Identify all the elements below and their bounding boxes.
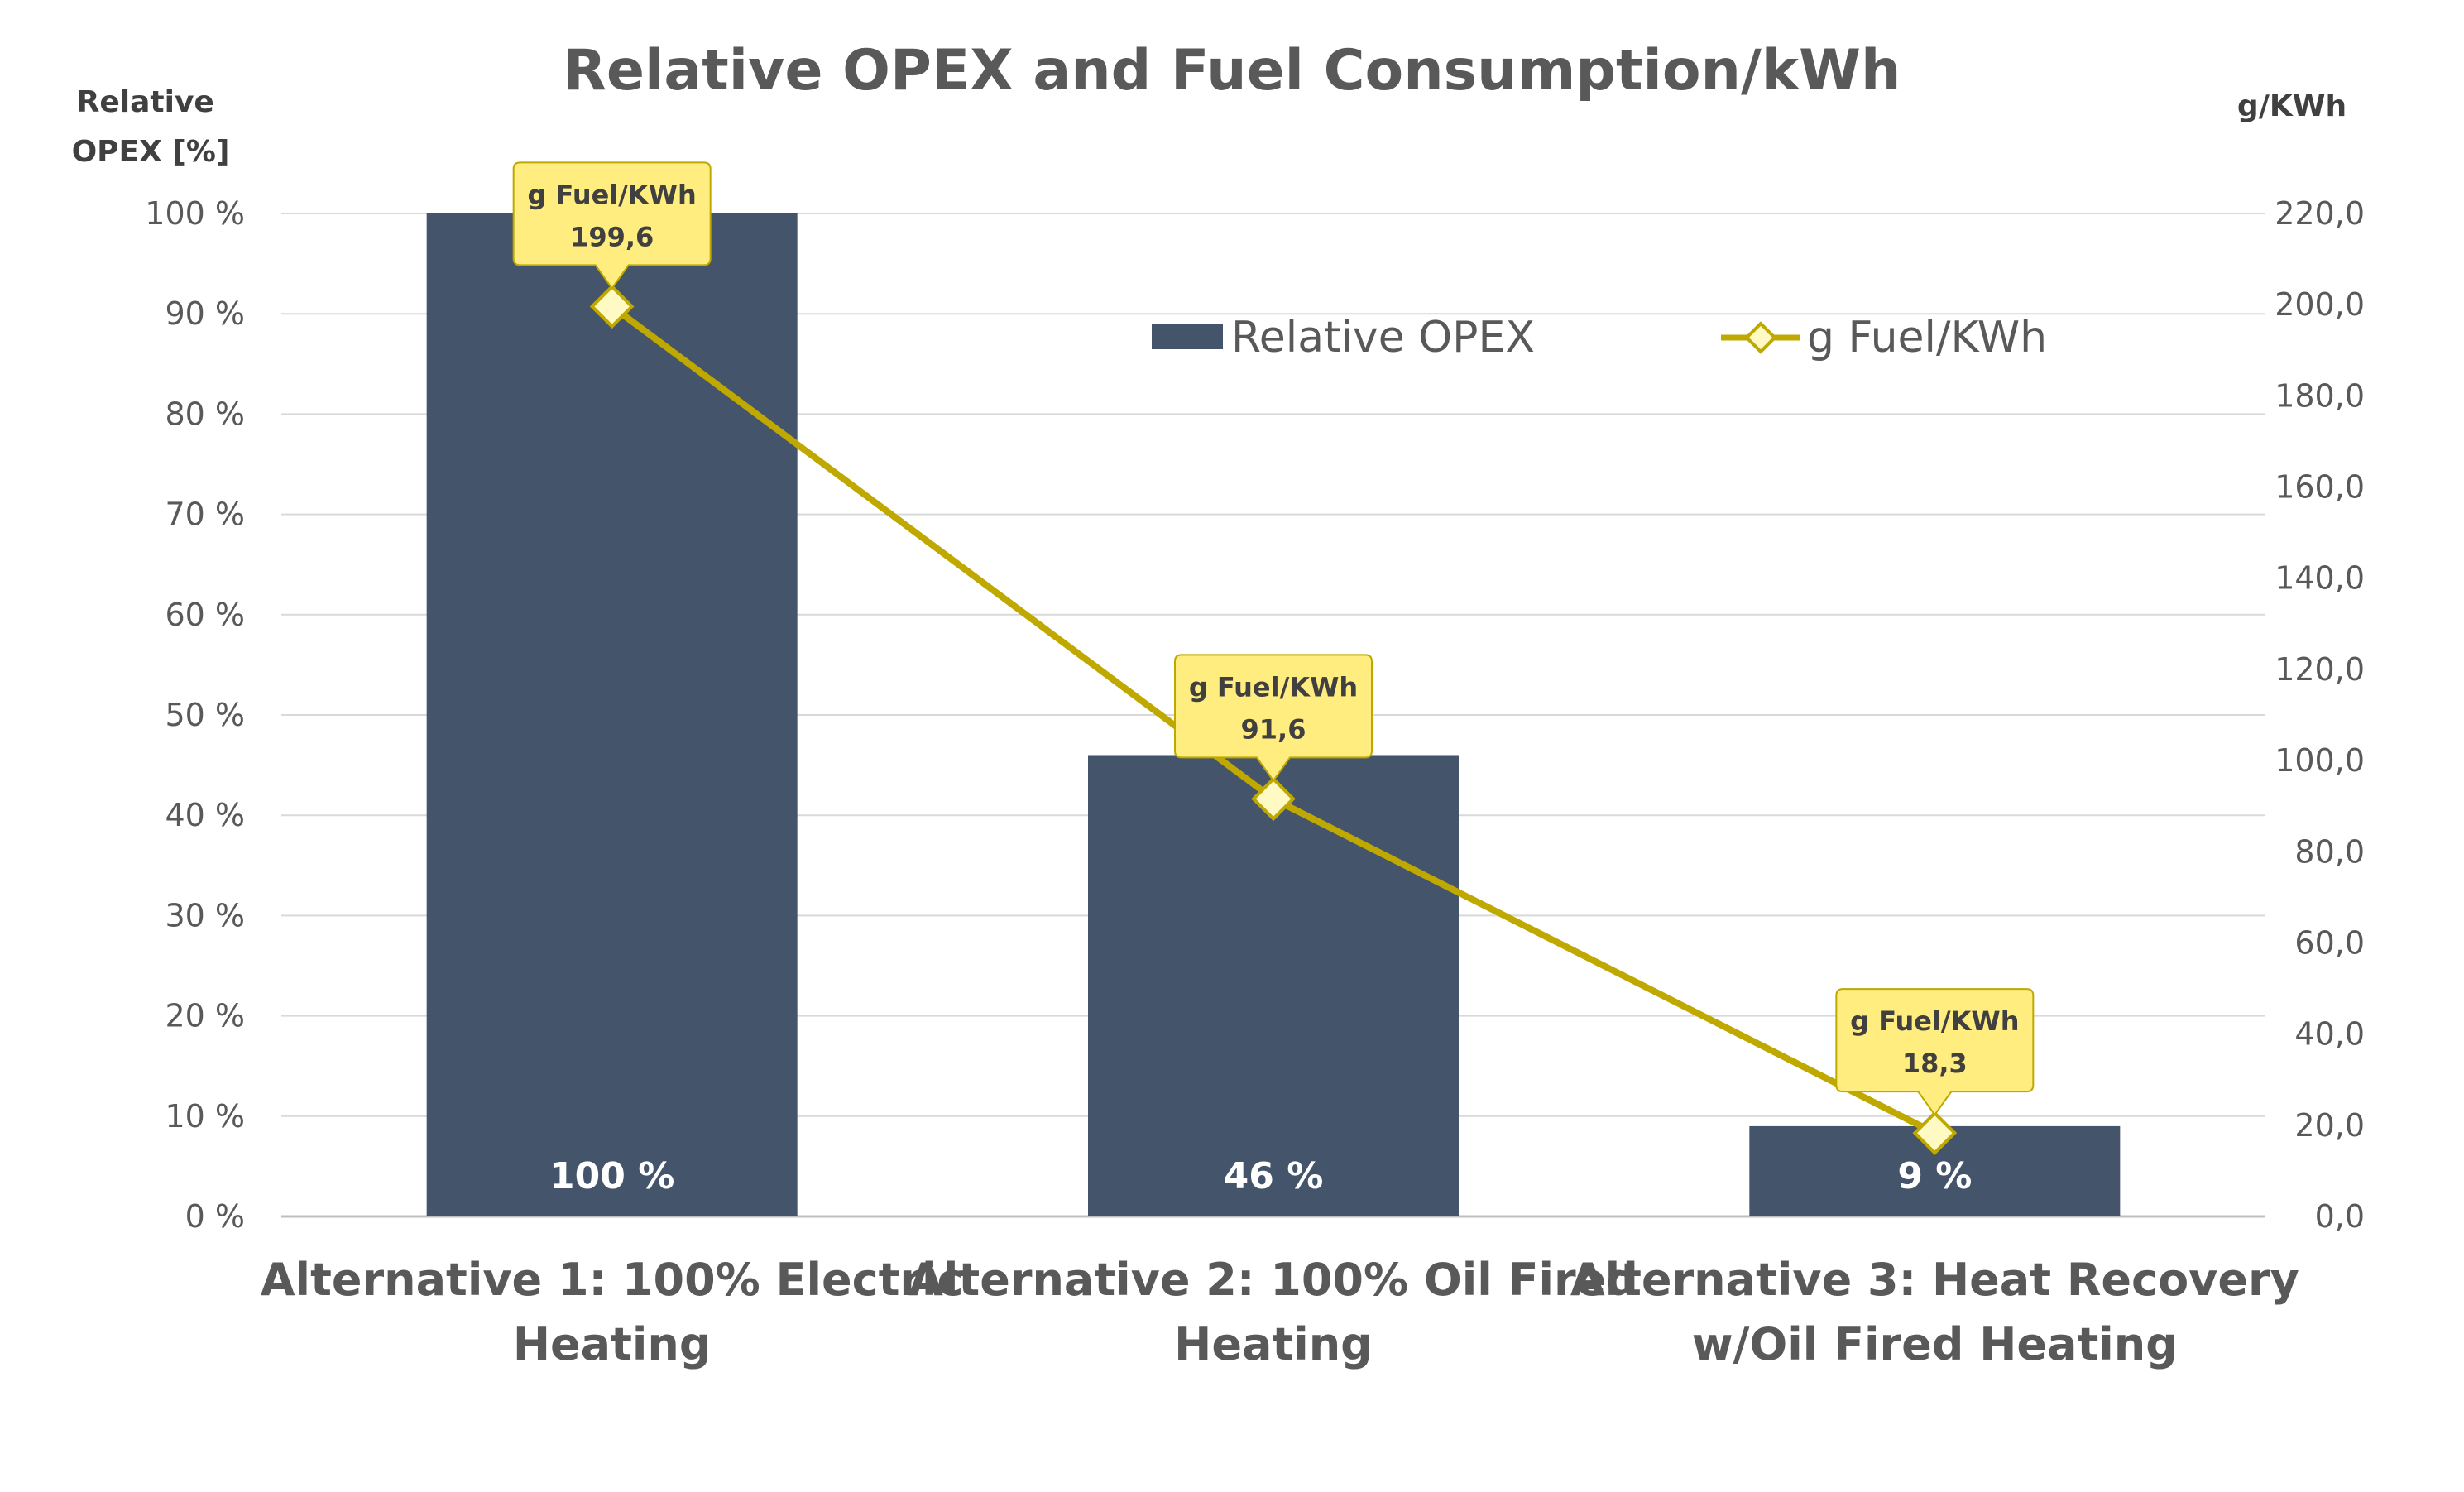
right-axis-title: g/KWh [2237, 89, 2347, 123]
left-tick-label: 30 % [165, 897, 245, 933]
left-tick-label: 80 % [165, 396, 245, 432]
fuel-callout-value: 91,6 [1241, 713, 1306, 745]
fuel-callout: g Fuel/KWh 199,6 [512, 161, 712, 290]
right-tick-label: 200,0 [2275, 286, 2365, 323]
fuel-callout-box [1174, 654, 1373, 783]
right-tick-label: 160,0 [2275, 469, 2365, 506]
left-tick-label: 10 % [165, 1098, 245, 1135]
right-tick-label: 20,0 [2294, 1107, 2365, 1144]
fuel-callout-title: g Fuel/KWh [1189, 671, 1358, 703]
right-tick-label: 60,0 [2294, 924, 2365, 961]
callouts: g Fuel/KWh 199,6 g Fuel/KWh 91,6 g Fuel/KWh 1… [512, 161, 2035, 1116]
category-label-line: Alternative 3: Heat Recovery [1570, 1254, 2299, 1306]
category-label-line: Heating [513, 1318, 712, 1370]
category-label-line: Alternative 1: 100% Electric [261, 1254, 964, 1306]
legend-swatch-relative-opex [1152, 324, 1223, 349]
category-label-line: Heating [1174, 1318, 1373, 1370]
bar-data-label: 9 % [1897, 1155, 1972, 1197]
right-tick-label: 0,0 [2315, 1198, 2365, 1235]
bar [426, 213, 798, 1216]
left-tick-label: 40 % [165, 797, 245, 833]
right-tick-label: 140,0 [2275, 560, 2365, 597]
fuel-marker [589, 284, 635, 329]
category-label-line: Alternative 2: 100% Oil Fired [908, 1254, 1638, 1306]
right-tick-label: 80,0 [2294, 833, 2365, 870]
bar-labels: 100 % 46 % 9 % [549, 1155, 1972, 1197]
legend: Relative OPEX g Fuel/KWh [1152, 313, 2047, 362]
left-tick-label: 90 % [165, 295, 245, 332]
fuel-marker [1251, 776, 1296, 822]
left-tick-label: 70 % [165, 497, 245, 533]
fuel-callout-value: 199,6 [570, 221, 654, 252]
right-tick-label: 100,0 [2275, 742, 2365, 779]
right-tick-label: 180,0 [2275, 377, 2365, 414]
fuel-callout-box [1835, 988, 2035, 1116]
left-axis-title-line-1: Relative [77, 85, 214, 119]
right-tick-label: 120,0 [2275, 651, 2365, 688]
left-tick-label: 60 % [165, 597, 245, 633]
bars [426, 213, 2121, 1216]
fuel-callout-title: g Fuel/KWh [1850, 1005, 2019, 1037]
category-label: Alternative 2: 100% Oil Fired Heating [908, 1254, 1638, 1370]
fuel-callout: g Fuel/KWh 91,6 [1174, 654, 1373, 783]
left-axis-title: Relative OPEX [%] [72, 85, 230, 169]
bar [1088, 755, 1459, 1216]
fuel-callout-title: g Fuel/KWh [528, 179, 697, 210]
legend-marker-fuel [1744, 321, 1777, 354]
left-tick-label: 20 % [165, 998, 245, 1034]
legend-label-relative-opex: Relative OPEX [1231, 313, 1535, 362]
bar-data-label: 100 % [549, 1155, 674, 1197]
left-tick-label: 100 % [145, 195, 245, 232]
left-axis-title-line-2: OPEX [%] [72, 135, 230, 169]
right-tick-label: 40,0 [2294, 1016, 2365, 1053]
left-axis-ticks: 0 % 10 % 20 % 30 % 40 % 50 % 60 % 70 % 80 % 90 % 1… [145, 195, 245, 1235]
fuel-callout: g Fuel/KWh 18,3 [1835, 988, 2035, 1116]
line-series [589, 284, 1958, 1156]
legend-label-fuel: g Fuel/KWh [1807, 313, 2047, 362]
chart-title: Relative OPEX and Fuel Consumption/kWh [563, 38, 1901, 103]
fuel-callout-value: 18,3 [1902, 1048, 1968, 1079]
category-label-line: w/Oil Fired Heating [1692, 1318, 2178, 1370]
left-tick-label: 50 % [165, 697, 245, 733]
right-tick-label: 220,0 [2275, 195, 2365, 232]
left-tick-label: 0 % [185, 1198, 245, 1235]
fuel-callout-box [512, 161, 712, 290]
right-axis-ticks: 0,0 20,0 40,0 60,0 80,0 100,0 120,0 140,0 160,0 1… [2275, 195, 2365, 1235]
category-label: Alternative 3: Heat Recovery w/Oil Fired … [1570, 1254, 2299, 1370]
category-label: Alternative 1: 100% Electric Heating [261, 1254, 964, 1370]
bar-data-label: 46 % [1224, 1155, 1324, 1197]
fuel-marker [1912, 1111, 1958, 1156]
category-labels: Alternative 1: 100% Electric HeatingAlter… [261, 1254, 2299, 1370]
